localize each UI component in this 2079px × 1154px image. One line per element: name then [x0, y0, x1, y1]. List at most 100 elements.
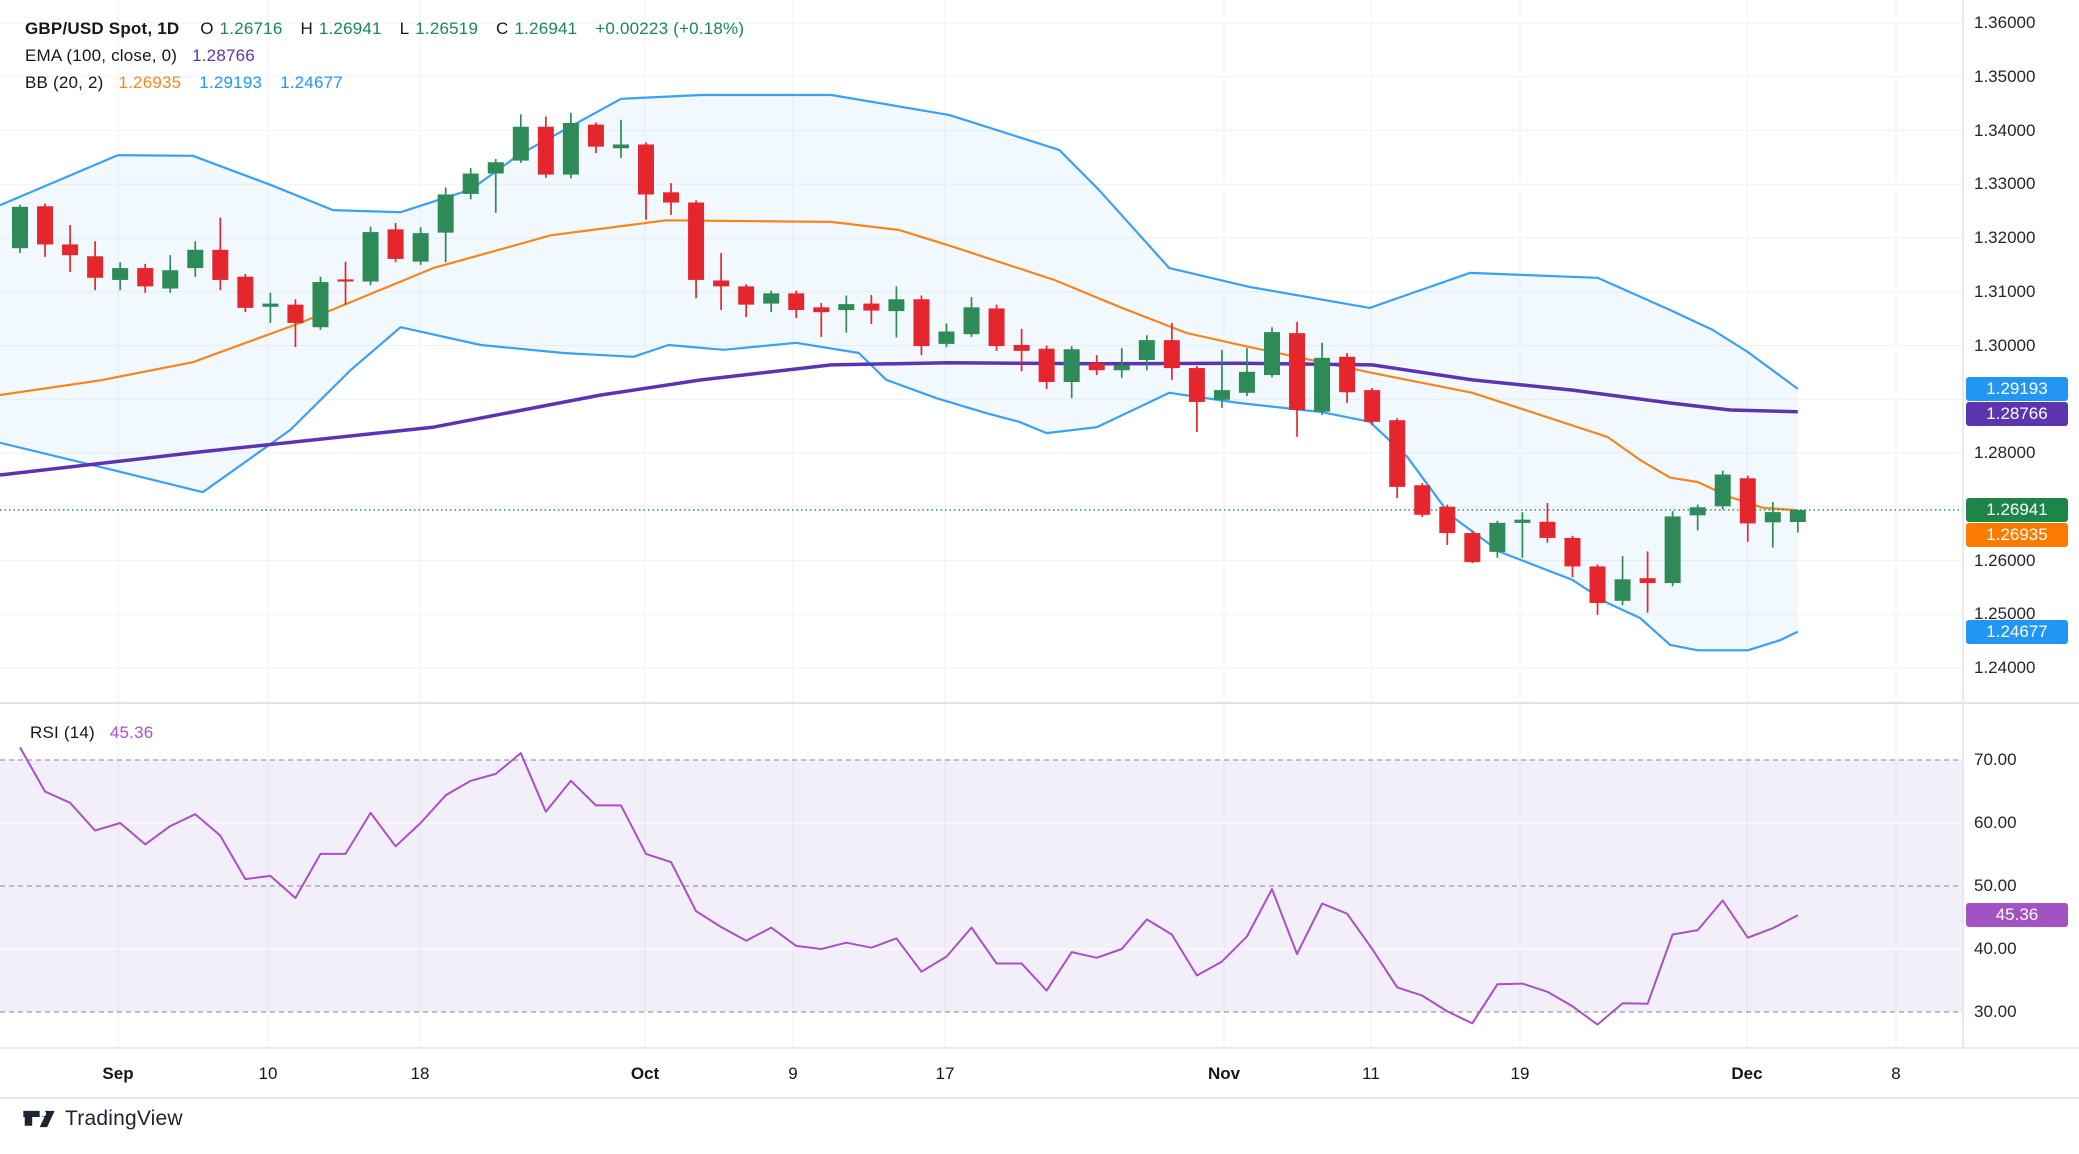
candle-body [988, 308, 1005, 347]
candle-body [1163, 340, 1180, 369]
candle-body [612, 144, 629, 149]
low-value: 1.26519 [415, 19, 479, 38]
candle-body [963, 307, 980, 335]
candle-body [1514, 519, 1531, 523]
candle-body [287, 304, 304, 323]
bb-upper-line [0, 93, 1799, 390]
candle-body [888, 299, 905, 312]
candle-body [1639, 578, 1656, 584]
candle-body [1414, 485, 1431, 515]
symbol-legend[interactable]: GBP/USD Spot, 1D O 1.26716 H 1.26941 L 1… [25, 19, 749, 39]
candle-body [387, 229, 404, 259]
price-axis-label: 1.33000 [1974, 174, 2036, 194]
bb-basis-value: 1.26935 [118, 73, 182, 92]
price-badge: 1.26941 [1966, 497, 2068, 522]
close-value: 1.26941 [514, 19, 578, 38]
rsi-line [19, 746, 1799, 1026]
rsi-badge: 45.36 [1966, 903, 2068, 928]
candle-body [938, 331, 955, 344]
candle-body [1764, 512, 1781, 523]
candle-body [788, 293, 805, 311]
bb-label: BB (20, 2) [25, 73, 104, 92]
date-axis-label: Nov [1207, 1064, 1241, 1083]
candle-body [1289, 333, 1306, 410]
high-value: 1.26941 [318, 19, 382, 38]
price-axis-label: 1.30000 [1974, 335, 2036, 355]
bb-fill [0, 95, 1798, 651]
rsi-axis-label: 70.00 [1974, 750, 2017, 769]
bb-lower-value: 1.24677 [280, 73, 343, 92]
price-axis-label: 1.34000 [1974, 120, 2036, 140]
candle-body [1464, 533, 1481, 563]
date-axis-label: 17 [935, 1064, 955, 1083]
price-badge: 1.24677 [1966, 619, 2068, 644]
price-axis-label: 1.32000 [1974, 228, 2036, 247]
ema-legend[interactable]: EMA (100, close, 0) 1.28766 [25, 46, 260, 66]
symbol-title: GBP/USD Spot, 1D [25, 19, 180, 38]
candle-body [1063, 349, 1080, 383]
candle-body [37, 206, 54, 245]
candle-body [412, 233, 429, 262]
candle-body [187, 249, 204, 269]
tradingview-wordmark: TradingView [65, 1107, 183, 1130]
rsi-label: RSI (14) [30, 723, 95, 742]
bb-basis-line [0, 219, 1798, 512]
bb-lower-line [0, 326, 1799, 652]
candle-body [813, 307, 830, 313]
candle-body [1389, 420, 1406, 487]
candle-body [1088, 363, 1105, 371]
candle-body [1213, 390, 1230, 400]
low-label: L [399, 19, 410, 38]
price-badge: 1.26935 [1966, 522, 2068, 547]
candle-body [1614, 579, 1631, 601]
bb-upper-value: 1.29193 [199, 73, 263, 92]
price-pane[interactable] [0, 0, 1963, 703]
price-axis-label: 1.26000 [1974, 550, 2036, 570]
candle-body [1038, 348, 1055, 383]
high-label: H [300, 19, 313, 38]
price-axis-label: 1.24000 [1974, 658, 2036, 677]
candle-body [1664, 516, 1681, 584]
candle-body [1339, 356, 1356, 393]
price-badge: 1.28766 [1966, 401, 2068, 426]
tradingview-logo-icon [23, 1110, 55, 1128]
rsi-pane[interactable] [0, 703, 1963, 1048]
candle-body [112, 268, 129, 280]
price-axis-label: 1.31000 [1974, 281, 2036, 301]
close-label: C [496, 19, 509, 38]
time-axis[interactable] [0, 1048, 2079, 1098]
open-value: 1.26716 [219, 19, 283, 38]
candle-body [587, 124, 604, 147]
date-axis-label: Dec [1731, 1064, 1763, 1083]
candle-body [688, 202, 705, 280]
tradingview-watermark[interactable]: TradingView [22, 1106, 183, 1132]
candle-body [1113, 364, 1130, 371]
candle-body [738, 286, 755, 305]
candle-body [1364, 390, 1381, 422]
candle-body [312, 282, 329, 328]
candle-body [913, 299, 930, 347]
candle-body [713, 280, 730, 287]
candle-body [12, 206, 28, 249]
candle-body [1489, 522, 1506, 552]
date-axis-label: 9 [788, 1064, 798, 1083]
date-axis-label: 11 [1362, 1064, 1380, 1083]
price-axis-label: 1.25000 [1974, 604, 2036, 624]
date-axis-label: 18 [410, 1064, 430, 1083]
candle-body [863, 303, 880, 311]
candle-body [87, 256, 104, 278]
date-axis-label: 8 [1891, 1064, 1901, 1083]
rsi-axis-label: 50.00 [1974, 876, 2017, 895]
bb-legend[interactable]: BB (20, 2) 1.26935 1.29193 1.24677 [25, 73, 348, 93]
candle-body [1589, 566, 1606, 603]
candle-body [1264, 332, 1280, 376]
rsi-legend[interactable]: RSI (14) 45.36 [30, 723, 158, 743]
candle-body [237, 276, 254, 308]
price-axis-label: 1.36000 [1974, 13, 2036, 32]
candle-body [1714, 474, 1731, 507]
candle-body [663, 192, 680, 203]
date-axis-label: Sep [102, 1064, 134, 1083]
candle-body [62, 244, 79, 256]
